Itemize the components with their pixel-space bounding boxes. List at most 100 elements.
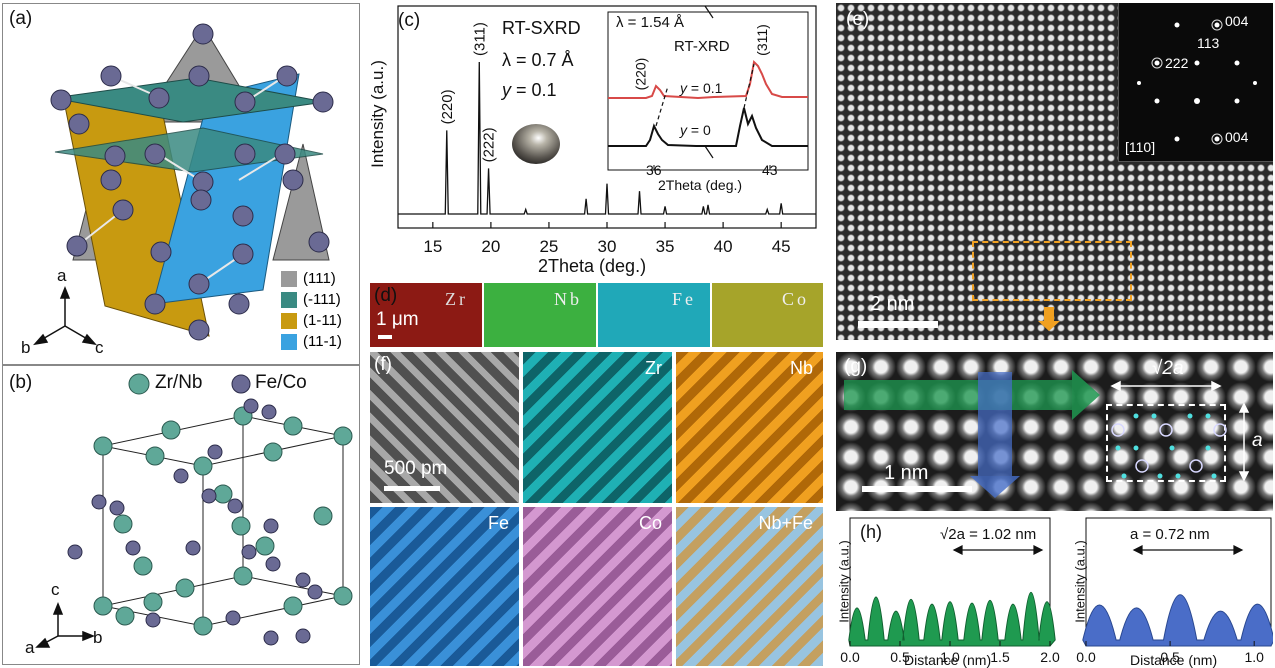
panel-h: 0.0 0.5 1.0 1.5 2.0 0.0 0.5 1.0 (h) √2a = 1.02 … — [836, 514, 1273, 668]
profile-xtick-label: 0.5 — [890, 649, 910, 665]
zr-nb-atom — [283, 596, 303, 616]
xrd-peak-label: (220) — [439, 89, 456, 124]
blue-scan-arrowhead — [970, 476, 1020, 498]
axis-b-label: b — [21, 338, 31, 357]
zr-nb-atom — [93, 436, 113, 456]
panel-b-label: (b) — [9, 372, 33, 393]
fe-co-atom — [207, 444, 223, 460]
unit-cell-diagram — [35, 398, 353, 648]
xrd-xtick-label: 35 — [656, 237, 675, 256]
fe-co-atom — [263, 630, 279, 646]
zr-nb-atom — [193, 456, 213, 476]
fe-co-atom — [91, 494, 107, 510]
roi-dashed-box — [972, 241, 1132, 301]
dim-a-label: a — [1252, 430, 1263, 451]
inset-frame — [607, 11, 809, 171]
eds-atomic-map-nb: Nb — [676, 352, 823, 503]
fe-co-atom — [295, 628, 311, 644]
fft-inset: 004 113 222 004 [110] — [1118, 3, 1273, 162]
fe-co-atom — [145, 612, 161, 628]
zr-nb-atom — [113, 514, 133, 534]
fe-co-atom — [185, 540, 201, 556]
inset-curve-y0 — [608, 107, 808, 147]
panel-g-label: (g) — [844, 356, 868, 377]
fe-co-atom — [243, 398, 259, 414]
panel-c: (c) 15 20 25 30 35 40 45 (220) (311) (222) Inten… — [362, 0, 828, 282]
inset-x-label: 2Theta (deg.) — [658, 177, 743, 193]
axis-a-label-b: a — [25, 638, 35, 657]
legend-item-m111: (-111) — [281, 289, 342, 310]
xrd-xtick-label: 30 — [598, 237, 617, 256]
zr-nb-atom — [133, 556, 153, 576]
xrd-x-axis-label: 2Theta (deg.) — [538, 256, 647, 276]
profile-xtick-label: 0.0 — [840, 649, 860, 665]
axis-c-label-b: c — [51, 580, 60, 599]
panel-g: (g) √2a a 1 nm — [836, 352, 1273, 511]
profile-right-x-label: Distance (nm) — [1130, 652, 1218, 668]
panel-a-label: (a) — [9, 8, 33, 29]
fe-legend-sphere — [231, 374, 251, 394]
xrd-composition: y = 0.1 — [502, 80, 557, 100]
zr-nb-atom — [161, 420, 181, 440]
panel-f-label: (f) — [374, 354, 392, 375]
zr-nb-atom — [233, 566, 253, 586]
legend-item-111: (111) — [281, 268, 342, 289]
zr-nb-atom — [145, 446, 165, 466]
legend-zr-nb: Zr/Nb — [155, 372, 203, 393]
inset-curve-label-y0: y = 0 — [680, 122, 711, 138]
panel-f: Zr Nb Fe Co Nb+Fe (f) 500 pm — [370, 352, 823, 666]
inset-curve-y01 — [608, 59, 808, 100]
inset-peak-220: (220) — [632, 57, 649, 91]
roi-arrow-head — [1038, 321, 1060, 331]
eds-atomic-map-fe: Fe — [370, 507, 519, 666]
profile-left-y-label: Intensity (a.u.) — [836, 540, 852, 623]
xrd-y-axis-label: Intensity (a.u.) — [368, 60, 387, 168]
legend-fe-co: Fe/Co — [255, 372, 307, 393]
zr-nb-atom — [255, 536, 275, 556]
eds-atomic-map-nb-fe: Nb+Fe — [676, 507, 823, 666]
eds-atomic-map-co: Co — [523, 507, 672, 666]
plane-legend: (111) (-111) (1-11) (11-1) — [281, 268, 342, 352]
fe-co-atom — [109, 500, 125, 516]
panel-f-scale-bar — [384, 486, 440, 491]
panel-b: (b) Zr/Nb Fe/Co c a b — [2, 365, 360, 665]
panel-e: (e) 004 113 222 004 [110] 2 nm — [836, 3, 1273, 340]
panel-c-label: (c) — [398, 10, 421, 31]
fft-pattern — [1137, 19, 1257, 145]
fe-co-atom — [173, 468, 189, 484]
xrd-xtick-label: 20 — [481, 237, 500, 256]
profile-xtick-label: 1.0 — [940, 649, 960, 665]
fe-co-atom — [201, 488, 217, 504]
legend-item-1m11: (1-11) — [281, 310, 342, 331]
zr-nb-atom — [213, 484, 233, 504]
sample-pellet-image — [512, 124, 560, 164]
profile-xtick-label: 0.0 — [1076, 649, 1096, 665]
fe-co-atom — [241, 544, 257, 560]
eds-map-nb: Nb — [484, 283, 596, 347]
profile-left-annotation: √2a = 1.02 nm — [940, 526, 1037, 543]
line-profiles: 0.0 0.5 1.0 1.5 2.0 0.0 0.5 1.0 — [840, 517, 1273, 665]
fe-co-atom — [125, 540, 141, 556]
haadf-map — [370, 352, 519, 503]
profile-right-y-label: Intensity (a.u.) — [1072, 540, 1088, 623]
profile-right-area — [1082, 594, 1273, 647]
inset-curve-label-y01: y = 0.1 — [680, 80, 723, 96]
fe-co-atom — [67, 544, 83, 560]
fft-spot-113: 113 — [1197, 35, 1220, 51]
zr-nb-atom — [93, 596, 113, 616]
xrd-xtick-label: 25 — [539, 237, 558, 256]
inset-dashed-shift-2 — [743, 63, 755, 109]
roi-arrow-icon — [1044, 307, 1054, 321]
blue-scan-arrow — [978, 372, 1012, 476]
fe-co-atom — [227, 498, 243, 514]
inset-wavelength: λ = 1.54 Å — [616, 14, 684, 31]
profile-right-annotation: a = 0.72 nm — [1130, 526, 1210, 543]
green-scan-arrowhead — [1072, 370, 1100, 420]
inset-xtick-43-label: 43 — [762, 162, 778, 178]
fe-co-atom — [307, 584, 323, 600]
xrd-xtick-label: 45 — [772, 237, 791, 256]
inset-xtick-36-label: 36 — [646, 162, 662, 178]
eds-map-co: Co — [712, 283, 823, 347]
zr-legend-sphere — [128, 373, 150, 395]
unit-cell-atom-markers — [1110, 380, 1250, 482]
